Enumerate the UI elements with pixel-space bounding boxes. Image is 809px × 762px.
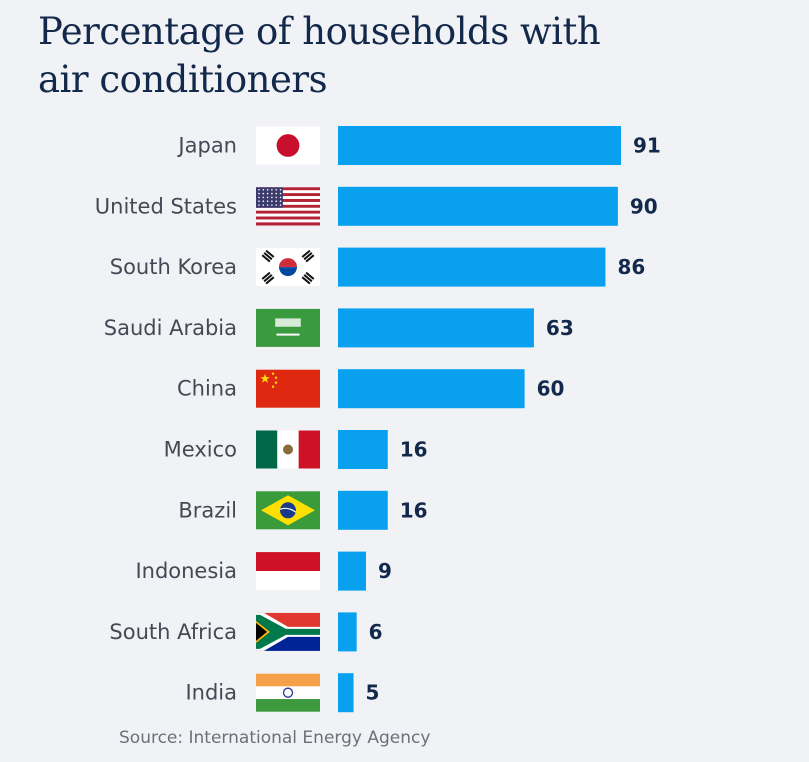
value-label: 9 — [378, 559, 392, 583]
bar — [338, 369, 525, 409]
category-label: Mexico — [164, 438, 237, 462]
brazil-flag-icon — [256, 491, 320, 530]
south-korea-flag-icon — [256, 248, 320, 287]
value-label: 16 — [400, 498, 428, 522]
value-label: 6 — [369, 620, 383, 644]
category-label: Brazil — [178, 498, 237, 522]
saudi-arabia-flag-icon — [256, 308, 320, 347]
bar — [338, 490, 388, 530]
united-states-flag-icon — [256, 187, 320, 226]
category-label: South Korea — [110, 255, 237, 279]
bar — [338, 673, 354, 713]
bar — [338, 126, 622, 165]
south-africa-flag-icon — [256, 612, 320, 651]
bar — [338, 308, 534, 348]
category-label: Japan — [176, 134, 237, 158]
category-label: Indonesia — [135, 559, 237, 583]
category-label: South Africa — [109, 620, 237, 644]
value-label: 60 — [537, 377, 565, 401]
indonesia-flag-icon — [256, 552, 320, 591]
chart-title: Percentage of households with air condit… — [38, 10, 601, 101]
bar — [338, 612, 357, 652]
category-label: United States — [95, 194, 237, 218]
bar — [338, 430, 388, 469]
china-flag-icon — [256, 369, 320, 408]
bar — [338, 247, 606, 287]
category-label: Saudi Arabia — [104, 316, 237, 340]
source-note: Source: International Energy Agency — [119, 728, 431, 748]
mexico-flag-icon — [256, 430, 320, 469]
value-label: 86 — [617, 255, 645, 279]
value-label: 16 — [400, 438, 428, 462]
bar — [338, 186, 618, 226]
japan-flag-icon — [256, 126, 320, 165]
category-label: India — [185, 681, 237, 705]
category-label: China — [177, 377, 237, 401]
value-label: 5 — [366, 681, 380, 705]
value-label: 90 — [630, 194, 658, 218]
value-label: 63 — [546, 316, 574, 340]
india-flag-icon — [256, 673, 320, 712]
bar — [338, 551, 366, 591]
value-label: 91 — [633, 134, 661, 158]
